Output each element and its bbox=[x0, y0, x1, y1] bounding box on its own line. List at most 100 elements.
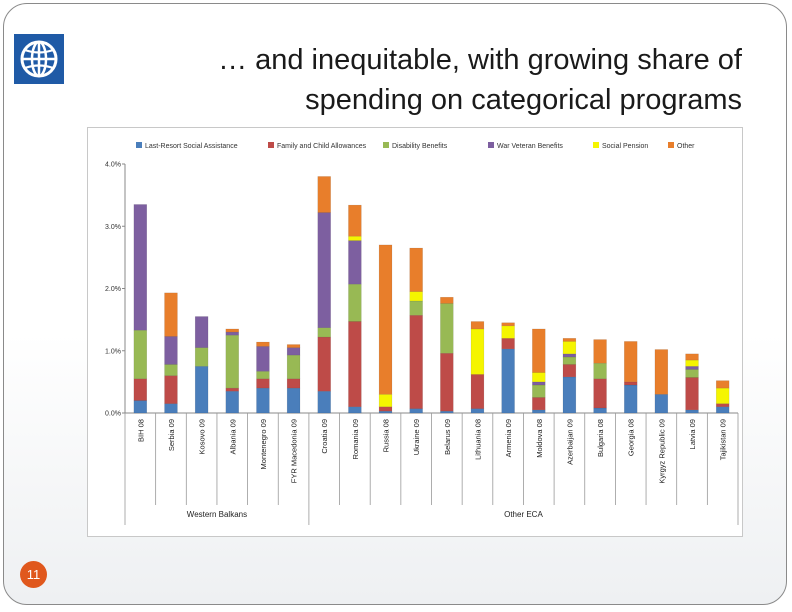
legend-swatch bbox=[593, 142, 599, 148]
bar-segment bbox=[685, 353, 699, 361]
y-tick-label: 4.0% bbox=[105, 162, 121, 169]
bar-segment bbox=[164, 403, 178, 414]
bar-segment bbox=[562, 356, 577, 365]
bar-segment bbox=[317, 336, 331, 392]
bar-segment bbox=[532, 381, 546, 386]
bar-segment bbox=[440, 410, 454, 414]
legend-label: War Veteran Benefits bbox=[497, 143, 563, 150]
bar-segment bbox=[194, 347, 209, 367]
bar-segment bbox=[624, 384, 638, 414]
bar-segment bbox=[532, 384, 546, 398]
bar-segment bbox=[715, 406, 730, 414]
bar-segment bbox=[317, 176, 331, 213]
y-tick-label: 1.0% bbox=[105, 348, 121, 355]
category-label: Romania 09 bbox=[351, 419, 360, 459]
bar-segment bbox=[685, 369, 699, 378]
legend-label: Social Pension bbox=[602, 143, 648, 150]
category-label: BIH 08 bbox=[136, 419, 145, 442]
category-label: Serbia 09 bbox=[167, 419, 176, 451]
bar-segment bbox=[440, 352, 454, 412]
legend-swatch bbox=[488, 142, 494, 148]
category-label: Georgia 08 bbox=[627, 419, 636, 456]
bar-segment bbox=[409, 247, 423, 292]
bar-segment bbox=[348, 240, 362, 285]
category-label: Russia 08 bbox=[382, 419, 391, 452]
bar-segment bbox=[348, 204, 362, 237]
bar-segment bbox=[532, 328, 546, 373]
bar-segment bbox=[164, 375, 178, 404]
bar-segment bbox=[286, 344, 301, 348]
world-bank-logo-icon bbox=[14, 34, 64, 84]
legend-swatch bbox=[136, 142, 142, 148]
legend-label: Other bbox=[677, 143, 695, 150]
bar-segment bbox=[562, 376, 577, 414]
bar-segment bbox=[715, 403, 730, 408]
bar-segment bbox=[624, 381, 638, 386]
bar-segment bbox=[532, 397, 546, 411]
bar-segment bbox=[562, 364, 577, 378]
category-label: Lithuania 08 bbox=[473, 419, 482, 460]
bar-segment bbox=[593, 362, 607, 380]
slide-title: … and inequitable, with growing share of… bbox=[62, 40, 742, 120]
bar-segment bbox=[654, 394, 669, 414]
bar-segment bbox=[317, 327, 331, 338]
legend-swatch bbox=[268, 142, 274, 148]
bar-segment bbox=[501, 338, 515, 350]
category-label: Albania 09 bbox=[228, 419, 237, 454]
bar-segment bbox=[317, 390, 331, 414]
bar-segment bbox=[164, 364, 178, 376]
bar-segment bbox=[715, 380, 730, 389]
bar-segment bbox=[256, 371, 270, 380]
bar-segment bbox=[685, 377, 699, 411]
category-label: Bulgaria 08 bbox=[596, 419, 605, 457]
bar-segment bbox=[409, 291, 423, 302]
category-label: Ukraine 09 bbox=[412, 419, 421, 455]
category-label: Moldova 08 bbox=[535, 419, 544, 458]
bar-segment bbox=[317, 212, 331, 328]
bar-segment bbox=[225, 390, 239, 414]
bar-segment bbox=[593, 339, 607, 364]
bar-segment bbox=[685, 359, 699, 367]
chart-container: Last-Resort Social Assistance Family and … bbox=[87, 127, 743, 537]
legend-swatch bbox=[668, 142, 674, 148]
bar-segment bbox=[532, 409, 546, 414]
bar-segment bbox=[685, 366, 699, 370]
bar-segment bbox=[225, 328, 239, 333]
category-label: FYR Macedonia 09 bbox=[290, 419, 299, 483]
bar-segment bbox=[593, 407, 607, 414]
page-number-badge: 11 bbox=[20, 561, 47, 588]
category-label: Latvia 09 bbox=[688, 419, 697, 449]
bar-segment bbox=[501, 322, 515, 327]
bar-segment bbox=[133, 204, 148, 331]
bar-segment bbox=[286, 378, 301, 389]
category-label: Montenegro 09 bbox=[259, 419, 268, 469]
bar-segment bbox=[286, 347, 301, 356]
bar-segment bbox=[225, 331, 239, 336]
bar-segment bbox=[685, 409, 699, 414]
category-label: Azerbaijan 09 bbox=[565, 419, 574, 465]
bar-segment bbox=[470, 328, 485, 375]
bar-segment bbox=[133, 378, 148, 401]
bar-segment bbox=[286, 354, 301, 380]
bar-segment bbox=[164, 336, 178, 365]
bar-segment bbox=[562, 341, 577, 355]
bar-segment bbox=[654, 349, 669, 395]
legend-label: Family and Child Allowances bbox=[277, 143, 367, 150]
bar-segment bbox=[164, 292, 178, 337]
category-label: Kosovo 09 bbox=[198, 419, 207, 454]
bar-segment bbox=[409, 300, 423, 316]
bar-segment bbox=[378, 406, 393, 412]
bar-segment bbox=[470, 408, 485, 414]
bar-segment bbox=[593, 378, 607, 409]
bar-segment bbox=[225, 334, 239, 389]
title-line-2: spending on categorical programs bbox=[305, 84, 742, 116]
bar-segment bbox=[440, 303, 454, 354]
category-label: Tajikistan 09 bbox=[719, 419, 728, 460]
bar-segment bbox=[378, 394, 393, 408]
bar-segment bbox=[378, 410, 393, 414]
category-label: Armenia 09 bbox=[504, 419, 513, 457]
bar-segment bbox=[225, 387, 239, 392]
bar-segment bbox=[409, 315, 423, 409]
bar-segment bbox=[562, 338, 577, 342]
bar-segment bbox=[256, 341, 270, 347]
